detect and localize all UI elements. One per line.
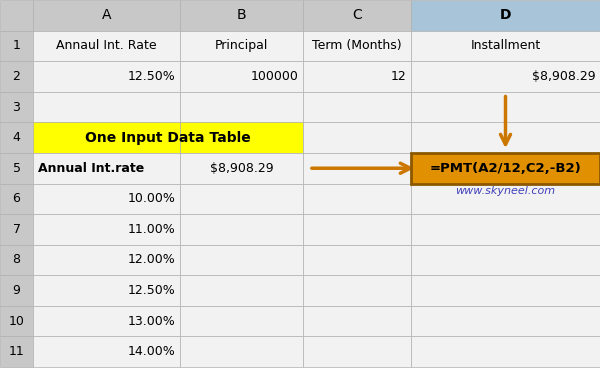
Bar [180,153,303,184]
Text: One Input Data Table: One Input Data Table [85,131,251,145]
Bar [0,61,33,92]
Bar [180,31,303,61]
Bar [303,336,411,367]
Text: 10.00%: 10.00% [127,192,175,205]
Bar [303,122,411,153]
Text: Annaul Int. Rate: Annaul Int. Rate [56,40,157,52]
Bar [303,31,411,61]
Text: A: A [102,8,111,22]
Text: 100000: 100000 [250,70,298,83]
Text: Principal: Principal [215,40,268,52]
Bar [411,184,600,214]
Bar [33,0,180,31]
Bar [180,245,303,275]
Bar [33,92,180,122]
Bar [411,275,600,306]
Bar [303,214,411,245]
Text: 12.50%: 12.50% [127,70,175,83]
Bar [0,336,33,367]
Bar [303,61,411,92]
Bar [411,0,600,31]
Bar [0,122,33,153]
Bar [33,61,180,92]
Bar [0,214,33,245]
Bar [303,275,411,306]
Bar [303,184,411,214]
Text: Term (Months): Term (Months) [312,40,402,52]
Bar [33,275,180,306]
Bar [303,153,411,184]
Text: 7: 7 [13,223,20,236]
Text: $8,908.29: $8,908.29 [209,162,274,175]
Text: 3: 3 [13,101,20,113]
Bar [180,122,303,153]
Text: Annual Int.rate: Annual Int.rate [38,162,144,175]
Text: B: B [236,8,247,22]
Bar [0,306,33,336]
Text: 9: 9 [13,284,20,297]
Bar [411,61,600,92]
Text: Installment: Installment [470,40,541,52]
Bar [411,122,600,153]
Text: 6: 6 [13,192,20,205]
Bar [303,306,411,336]
Bar [303,0,411,31]
Bar [411,336,600,367]
Text: D: D [500,8,511,22]
Bar [33,122,180,153]
Bar [180,336,303,367]
Bar [180,275,303,306]
Bar [180,214,303,245]
Bar [33,184,180,214]
Bar [411,306,600,336]
FancyBboxPatch shape [411,153,600,184]
Bar [33,31,180,61]
Bar [180,92,303,122]
Bar [33,153,180,184]
Text: $8,908.29: $8,908.29 [532,70,595,83]
Bar [0,0,33,31]
Bar [0,184,33,214]
Bar [33,245,180,275]
Bar [0,245,33,275]
Text: 12.00%: 12.00% [127,254,175,266]
Bar [303,92,411,122]
Bar [0,275,33,306]
Bar [180,0,303,31]
Bar [180,306,303,336]
Text: 1: 1 [13,40,20,52]
Text: 11.00%: 11.00% [127,223,175,236]
Text: 8: 8 [13,254,20,266]
Text: 11: 11 [8,345,25,358]
Text: 13.00%: 13.00% [127,315,175,327]
Bar [33,336,180,367]
Bar [0,92,33,122]
Text: C: C [352,8,362,22]
Text: 12: 12 [391,70,406,83]
Text: 14.00%: 14.00% [127,345,175,358]
Bar [180,61,303,92]
Text: 12.50%: 12.50% [127,284,175,297]
Bar [0,31,33,61]
Text: 10: 10 [8,315,25,327]
Bar [411,92,600,122]
Bar [411,153,600,184]
Text: 2: 2 [13,70,20,83]
Bar [33,214,180,245]
Bar [0,153,33,184]
Text: 5: 5 [13,162,20,175]
Text: 4: 4 [13,131,20,144]
Bar [33,306,180,336]
Bar [411,214,600,245]
Bar [180,184,303,214]
Text: www.skyneel.com: www.skyneel.com [455,186,556,196]
Text: =PMT(A2/12,C2,-B2): =PMT(A2/12,C2,-B2) [430,162,581,175]
Bar [303,245,411,275]
Bar [411,31,600,61]
Bar [411,245,600,275]
